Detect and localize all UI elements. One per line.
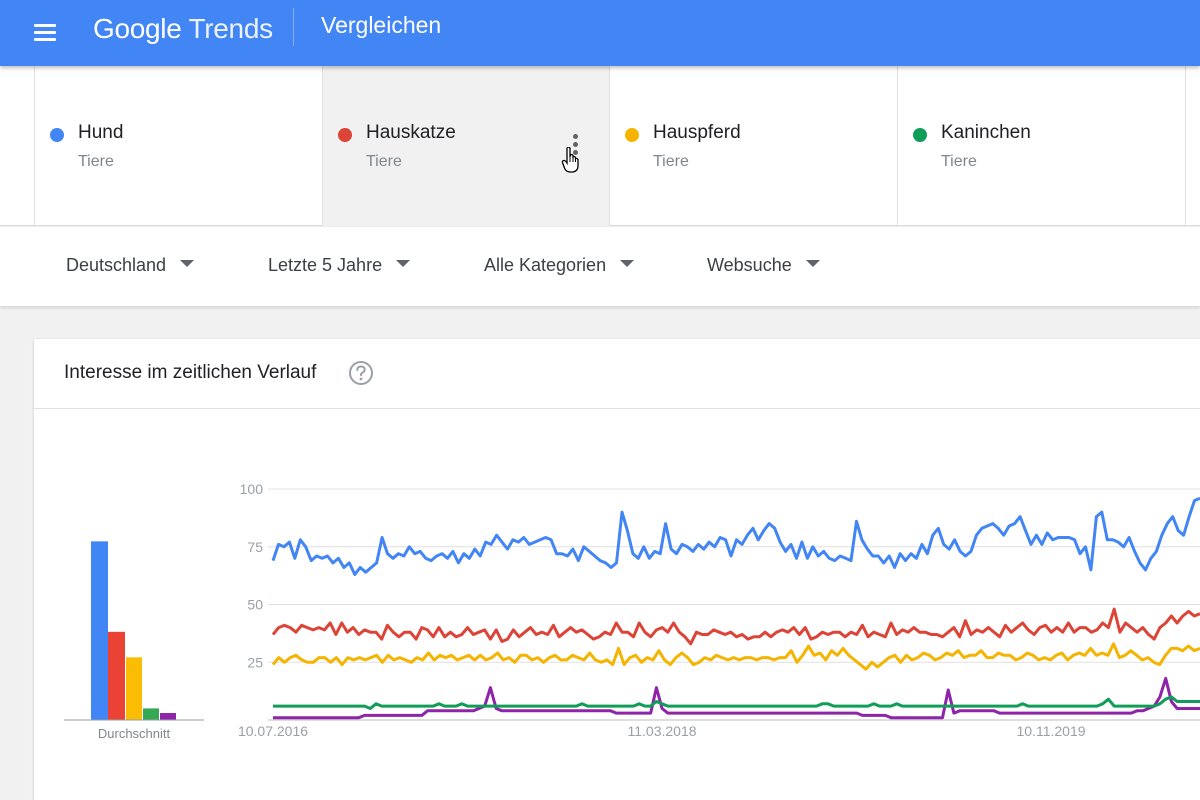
series-line bbox=[273, 695, 1200, 710]
card-title: Interesse im zeitlichen Verlauf bbox=[64, 362, 317, 383]
term-name: Hund bbox=[78, 122, 124, 143]
average-bar bbox=[143, 708, 159, 720]
category-dropdown-label: Alle Kategorien bbox=[484, 255, 607, 275]
y-tick-label: 50 bbox=[247, 597, 263, 613]
search-type-dropdown-label: Websuche bbox=[707, 255, 792, 275]
logo-google-text: Google bbox=[93, 13, 182, 44]
hand-cursor-icon bbox=[561, 147, 579, 173]
series-color-dot bbox=[338, 128, 352, 142]
dropdown-arrow-icon bbox=[396, 260, 411, 267]
header-divider bbox=[293, 8, 294, 46]
y-tick-label: 100 bbox=[240, 481, 264, 497]
term-category: Tiere bbox=[78, 153, 114, 170]
series-line bbox=[271, 642, 1200, 671]
x-tick-label: 10.07.2016 bbox=[238, 723, 308, 739]
region-dropdown[interactable]: Deutschland bbox=[66, 255, 195, 276]
term-category: Tiere bbox=[653, 153, 689, 170]
category-dropdown[interactable]: Alle Kategorien bbox=[484, 255, 635, 276]
dropdown-arrow-icon bbox=[805, 260, 820, 267]
y-tick-label: 75 bbox=[247, 539, 263, 555]
average-bar bbox=[126, 657, 142, 720]
y-tick-label: 25 bbox=[247, 654, 263, 670]
menu-icon[interactable] bbox=[30, 18, 60, 48]
average-bar bbox=[108, 631, 125, 720]
dropdown-arrow-icon bbox=[620, 260, 635, 267]
term-card-hauspferd[interactable]: Hauspferd Tiere bbox=[609, 66, 897, 226]
time-range-dropdown-label: Letzte 5 Jahre bbox=[268, 255, 383, 275]
series-color-dot bbox=[913, 128, 927, 142]
logo-trends-text: Trends bbox=[188, 13, 273, 44]
interest-over-time-card: Interesse im zeitlichen Verlauf bbox=[34, 339, 1200, 800]
region-dropdown-label: Deutschland bbox=[66, 255, 167, 275]
help-circle-icon[interactable] bbox=[347, 359, 375, 387]
term-name: Hauspferd bbox=[653, 122, 741, 143]
term-category: Tiere bbox=[941, 153, 977, 170]
series-line bbox=[273, 676, 1200, 720]
term-card-hauskatze[interactable]: Hauskatze Tiere bbox=[322, 66, 610, 226]
dropdown-arrow-icon bbox=[180, 260, 195, 267]
series-color-dot bbox=[50, 128, 64, 142]
google-trends-logo[interactable]: Google Trends bbox=[93, 13, 273, 45]
term-category: Tiere bbox=[366, 153, 402, 170]
average-bar bbox=[160, 713, 176, 720]
average-bar bbox=[91, 541, 108, 720]
more-vert-icon[interactable] bbox=[570, 134, 580, 158]
term-card-partial[interactable] bbox=[1185, 66, 1200, 226]
series-line bbox=[271, 496, 1200, 576]
search-type-dropdown[interactable]: Websuche bbox=[707, 255, 820, 276]
series-color-dot bbox=[625, 128, 639, 142]
series-line bbox=[271, 607, 1200, 646]
term-name: Hauskatze bbox=[366, 122, 456, 143]
time-range-dropdown[interactable]: Letzte 5 Jahre bbox=[268, 255, 411, 276]
average-label: Durchschnitt bbox=[98, 726, 171, 741]
filter-bar: Deutschland Letzte 5 Jahre Alle Kategori… bbox=[0, 227, 1200, 307]
x-tick-label: 11.03.2018 bbox=[627, 723, 696, 739]
compare-terms-row: Hund Tiere Hauskatze Tiere Hauspferd Tie… bbox=[0, 66, 1200, 226]
page-title: Vergleichen bbox=[321, 12, 442, 38]
app-header: Google Trends Vergleichen bbox=[0, 0, 1200, 66]
term-card-kaninchen[interactable]: Kaninchen Tiere bbox=[897, 66, 1185, 226]
x-tick-label: 10.11.2019 bbox=[1016, 723, 1085, 739]
term-name: Kaninchen bbox=[941, 122, 1031, 143]
card-header: Interesse im zeitlichen Verlauf bbox=[34, 339, 1200, 409]
term-card-hund[interactable]: Hund Tiere bbox=[34, 66, 322, 226]
